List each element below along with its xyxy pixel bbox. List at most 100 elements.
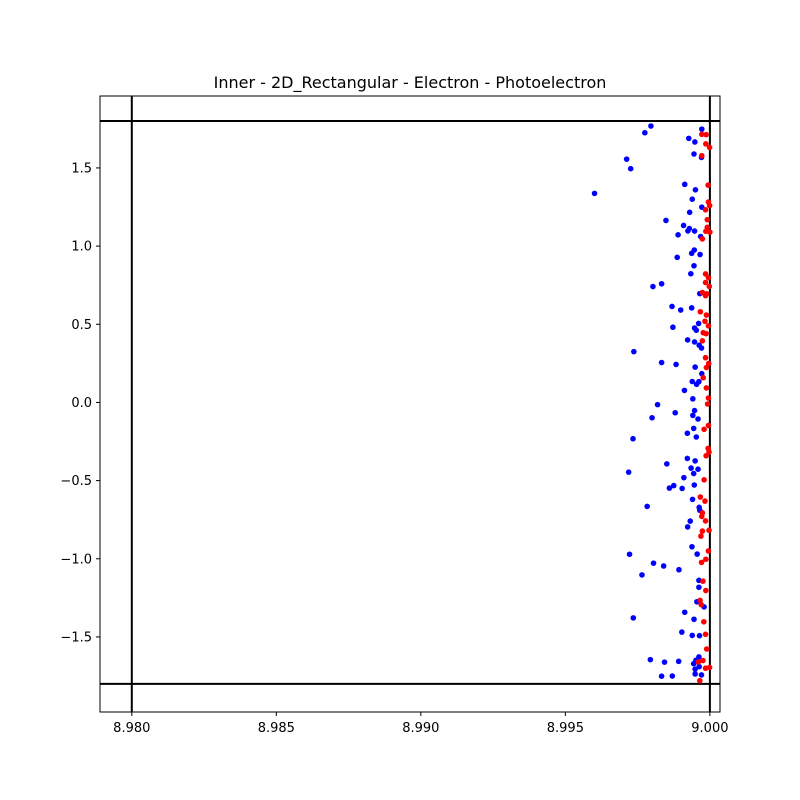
data-point bbox=[679, 485, 685, 492]
data-point bbox=[699, 528, 706, 534]
data-point bbox=[677, 307, 684, 313]
data-point bbox=[695, 416, 701, 422]
data-point bbox=[673, 361, 679, 368]
data-point bbox=[698, 513, 705, 520]
data-point bbox=[647, 656, 654, 663]
data-point bbox=[631, 348, 637, 355]
y-tick-label: −0.5 bbox=[60, 474, 92, 489]
data-point bbox=[644, 503, 650, 510]
data-point bbox=[702, 498, 708, 504]
data-point bbox=[702, 292, 709, 299]
data-point bbox=[675, 232, 681, 238]
data-point bbox=[701, 426, 707, 433]
data-point bbox=[663, 217, 669, 224]
data-point bbox=[649, 414, 655, 421]
data-point bbox=[706, 202, 713, 209]
data-point bbox=[690, 412, 696, 419]
data-point bbox=[654, 401, 661, 408]
data-point bbox=[695, 466, 701, 473]
data-point bbox=[664, 461, 670, 467]
data-point bbox=[674, 254, 681, 261]
data-point bbox=[627, 165, 634, 172]
y-tick-label: 1.0 bbox=[71, 240, 92, 255]
data-point bbox=[702, 318, 708, 325]
data-point bbox=[702, 631, 709, 638]
data-point bbox=[701, 477, 707, 483]
data-point bbox=[702, 279, 709, 286]
data-point bbox=[697, 251, 703, 258]
x-tick-label: 9.000 bbox=[691, 721, 728, 736]
data-point bbox=[681, 181, 688, 188]
data-point bbox=[639, 572, 645, 578]
data-point bbox=[692, 666, 698, 672]
data-point bbox=[697, 597, 703, 604]
data-point bbox=[691, 151, 697, 157]
plot-area bbox=[99, 95, 721, 713]
data-point bbox=[703, 312, 710, 318]
data-point bbox=[707, 229, 713, 235]
data-point bbox=[704, 401, 711, 407]
data-point bbox=[698, 601, 705, 608]
data-point bbox=[693, 434, 700, 440]
data-point bbox=[630, 615, 637, 621]
data-point bbox=[689, 196, 696, 202]
data-point bbox=[694, 551, 700, 557]
data-point bbox=[658, 359, 665, 366]
data-point bbox=[691, 482, 698, 488]
data-point bbox=[681, 609, 688, 616]
data-point bbox=[650, 283, 656, 290]
data-point bbox=[703, 587, 709, 594]
data-point bbox=[690, 470, 697, 477]
y-tick-label: 0.5 bbox=[71, 318, 92, 333]
data-point bbox=[692, 139, 698, 145]
data-point bbox=[693, 327, 700, 334]
data-point bbox=[679, 629, 685, 635]
data-point bbox=[696, 677, 703, 684]
data-point bbox=[670, 482, 677, 489]
data-point bbox=[705, 422, 712, 429]
data-point bbox=[685, 228, 691, 234]
y-axis: −1.5 −1.0 −0.5 0.0 0.5 1.0 1.5 bbox=[60, 161, 100, 645]
data-point bbox=[698, 152, 705, 159]
data-point bbox=[675, 658, 682, 665]
data-point bbox=[705, 395, 712, 401]
data-point bbox=[630, 435, 636, 442]
data-point bbox=[703, 141, 709, 147]
data-point bbox=[625, 469, 632, 475]
data-point bbox=[700, 374, 707, 381]
data-point bbox=[684, 524, 691, 530]
data-point bbox=[687, 518, 694, 524]
data-point bbox=[689, 543, 695, 550]
data-point bbox=[669, 303, 675, 310]
data-point bbox=[706, 144, 713, 151]
data-point bbox=[697, 308, 704, 315]
data-point bbox=[688, 270, 694, 277]
data-point bbox=[660, 563, 667, 569]
data-point bbox=[626, 551, 633, 558]
data-point bbox=[705, 323, 712, 329]
data-point bbox=[691, 339, 698, 345]
data-point bbox=[705, 274, 712, 281]
data-point bbox=[696, 584, 702, 591]
data-point bbox=[690, 396, 696, 402]
x-tick-label: 8.995 bbox=[547, 721, 584, 736]
data-point bbox=[689, 496, 696, 503]
data-point bbox=[698, 131, 705, 138]
data-point bbox=[681, 387, 688, 394]
data-point bbox=[704, 216, 711, 223]
data-point bbox=[699, 338, 706, 344]
data-point bbox=[684, 455, 691, 462]
data-point bbox=[666, 485, 673, 491]
data-point bbox=[697, 494, 704, 500]
data-point bbox=[658, 673, 665, 679]
data-points bbox=[591, 123, 713, 684]
data-point bbox=[689, 378, 696, 385]
y-tick-label: −1.5 bbox=[60, 630, 92, 645]
data-point bbox=[703, 646, 710, 652]
data-point bbox=[705, 182, 711, 188]
data-point bbox=[690, 660, 697, 667]
data-point bbox=[691, 228, 698, 234]
x-axis: 8.980 8.985 8.990 8.995 9.000 bbox=[113, 712, 728, 736]
data-point bbox=[690, 425, 697, 432]
data-point bbox=[691, 616, 697, 623]
